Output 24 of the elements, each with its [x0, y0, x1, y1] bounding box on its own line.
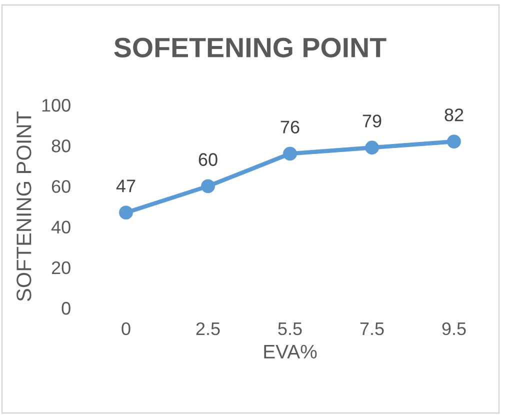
x-axis-title: EVA%	[264, 344, 317, 358]
point	[365, 140, 379, 155]
chart-title: SOFETENING POINT	[114, 38, 386, 58]
x-tick-label: 7.5	[360, 322, 384, 336]
x-tick-label: 2.5	[196, 322, 220, 336]
point	[447, 134, 461, 148]
data-label: 82	[444, 108, 464, 122]
y-tick-label: 100	[42, 98, 70, 112]
y-axis-title: SOFTENING POINT	[16, 111, 32, 302]
x-tick-label: 9.5	[442, 322, 466, 336]
y-tick-label: 60	[52, 180, 70, 193]
point	[119, 206, 133, 220]
x-tick-label: 0	[122, 322, 130, 336]
data-label: 79	[362, 114, 382, 128]
data-label: 76	[280, 120, 300, 134]
data-label: 47	[116, 180, 136, 192]
y-tick-label: 0	[62, 302, 70, 315]
point	[201, 179, 215, 194]
data-label: 60	[198, 153, 218, 166]
y-tick-label: 80	[52, 140, 70, 152]
x-tick-label: 5.5	[278, 322, 302, 336]
y-tick-label: 40	[51, 220, 70, 234]
point	[283, 146, 297, 161]
y-tick-label: 20	[52, 261, 70, 274]
